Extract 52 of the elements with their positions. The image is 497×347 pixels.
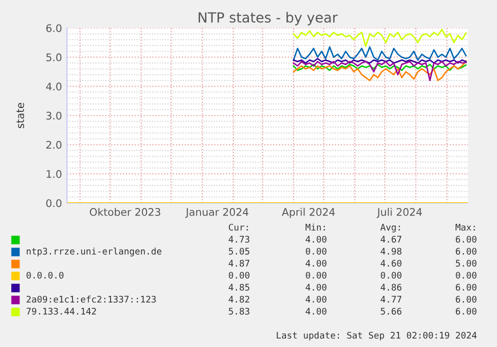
text: 4.77: [380, 296, 402, 303]
text: 4.67: [380, 236, 402, 243]
text: 6.00: [456, 308, 476, 315]
text: 4.87: [228, 260, 250, 267]
text: Avg:: [380, 224, 400, 232]
text: 6.00: [456, 296, 476, 303]
text: 5.66: [380, 308, 402, 315]
text: 6.00: [456, 236, 476, 243]
y-tick-label: 3.0: [46, 112, 62, 120]
x-tick-label: Oktober 2023: [90, 208, 160, 216]
text: 6.00: [456, 248, 476, 255]
text: 4.00: [306, 296, 326, 303]
text: 5.83: [228, 308, 250, 315]
y-tick-label: 4.0: [46, 82, 62, 90]
text: 4.73: [228, 236, 250, 243]
text: 6.00: [456, 284, 476, 291]
text: 0.00: [380, 272, 402, 279]
text: 4.00: [306, 284, 326, 291]
text: 4.85: [228, 284, 250, 291]
y-tick-label: 0.0: [46, 199, 62, 208]
text: 4.82: [228, 296, 250, 303]
text: 0.00: [228, 272, 250, 279]
x-tick-label: Juli 2024: [376, 208, 422, 218]
legend-label: 2a09:e1c1:efc2:1337::123: [26, 296, 156, 303]
line-series: [292, 46, 467, 61]
x-tick-label: Januar 2024: [185, 208, 248, 218]
text: 0.00: [306, 272, 326, 279]
x-tick-label: April 2024: [282, 208, 335, 218]
legend-label: ntp3.rrze.uni-erlangen.de: [26, 248, 162, 256]
y-tick-label: 2.0: [46, 140, 62, 149]
y-tick-label: 5.0: [46, 53, 62, 62]
text: 4.00: [306, 236, 326, 243]
legend-label: 79.133.44.142: [26, 308, 96, 315]
legend-label: 0.0.0.0: [26, 272, 64, 279]
text: 0.00: [306, 248, 326, 255]
y-axis-title: state: [16, 102, 24, 128]
text: Last update: Sat Sep 21 02:00:19 2024: [276, 332, 477, 340]
text: Max:: [456, 224, 475, 231]
text: Cur:: [228, 224, 248, 231]
line-series: [292, 28, 467, 48]
text: 0.00: [456, 272, 476, 279]
text: 5.00: [456, 260, 476, 267]
text: 4.86: [380, 284, 402, 291]
text: 4.60: [380, 260, 402, 267]
y-tick-label: 6.0: [46, 24, 62, 32]
text: 4.98: [380, 248, 402, 255]
text: 5.05: [228, 248, 250, 255]
text: 4.00: [306, 260, 326, 267]
text: Min:: [306, 224, 325, 231]
y-tick-label: 1.0: [46, 170, 62, 178]
text: 4.00: [306, 308, 326, 315]
chart-title: NTP states - by year: [198, 12, 338, 26]
